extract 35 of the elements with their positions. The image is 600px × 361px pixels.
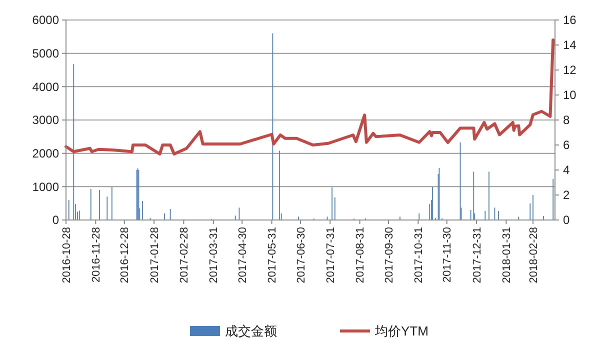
x-tick-label: 2017-02-28 (178, 227, 191, 284)
y2-tick-label: 10 (563, 88, 577, 102)
x-tick-label: 2017-10-31 (413, 227, 426, 284)
y-tick-label: 2000 (32, 146, 60, 161)
x-tick-label: 2017-08-31 (354, 227, 367, 284)
x-tick-label: 2018-02-28 (528, 227, 540, 284)
y-tick-label: 0 (52, 213, 60, 228)
legend-label: 均价YTM (374, 324, 428, 339)
y2-tick-label: 4 (563, 163, 570, 178)
y2-tick-label: 16 (563, 13, 577, 28)
y-tick-label: 6000 (32, 13, 60, 28)
x-tick-label: 2017-06-30 (295, 227, 308, 284)
x-tick-label: 2016-10-28 (60, 227, 73, 284)
y-tick-label: 4000 (32, 80, 60, 94)
y2-tick-label: 12 (563, 63, 577, 78)
y-tick-label: 3000 (32, 113, 60, 128)
x-tick-label: 2017-04-30 (236, 227, 249, 284)
x-tick-label: 2016-11-28 (90, 227, 103, 282)
y2-tick-label: 8 (563, 113, 570, 128)
x-tick-label: 2017-11-30 (442, 227, 454, 282)
x-tick-label: 2018-01-31 (501, 227, 514, 284)
x-tick-label: 2017-01-28 (148, 227, 161, 284)
x-tick-label: 2017-03-31 (208, 227, 220, 284)
y2-tick-label: 6 (563, 138, 570, 152)
y2-tick-label: 2 (563, 188, 570, 202)
x-tick-label: 2017-07-31 (324, 227, 337, 284)
x-tick-label: 2017-09-30 (383, 227, 396, 284)
x-tick-label: 2016-12-28 (119, 227, 132, 284)
x-tick-label: 2017-05-31 (266, 227, 279, 284)
y-tick-label: 5000 (32, 46, 60, 61)
y-tick-label: 1000 (32, 180, 60, 194)
y2-tick-label: 0 (563, 213, 570, 228)
x-tick-label: 2017-12-31 (471, 227, 484, 284)
legend-label: 成交金额 (225, 324, 277, 339)
y2-tick-label: 14 (563, 38, 577, 52)
